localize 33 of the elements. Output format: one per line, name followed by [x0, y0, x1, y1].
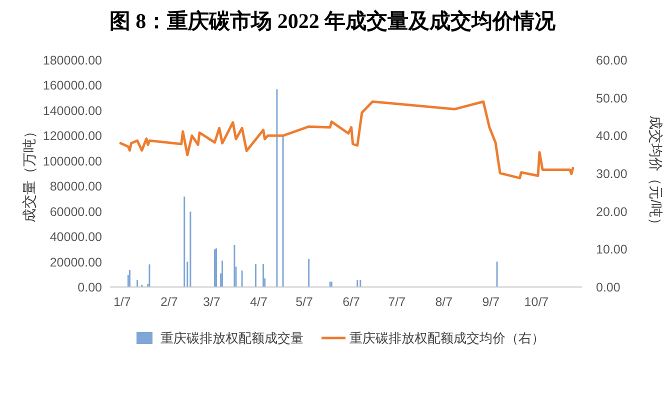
- legend-label: 重庆碳排放权配额成交量: [160, 330, 304, 346]
- line-series: [119, 100, 574, 180]
- chart-title: 图 8：重庆碳市场 2022 年成交量及成交均价情况: [109, 9, 557, 33]
- y-axis-title: 成交量（万吨）: [21, 124, 37, 222]
- y2-tick-label: 40.00: [596, 129, 628, 144]
- y-tick-label: 40000.00: [50, 230, 102, 244]
- x-tick-label: 10/7: [524, 295, 549, 309]
- x-tick-label: 9/7: [482, 295, 500, 309]
- y2-tick-label: 50.00: [596, 91, 628, 106]
- x-tick-label: 7/7: [388, 295, 406, 309]
- x-tick-label: 8/7: [435, 295, 453, 309]
- y2-tick-label: 20.00: [596, 204, 628, 219]
- y-tick-label: 180000.00: [42, 54, 102, 68]
- y2-tick-label: 0.00: [596, 280, 620, 294]
- y2-axis-title: 成交均价（元/吨）: [648, 116, 664, 232]
- x-tick-label: 3/7: [202, 295, 220, 309]
- y-tick-label: 100000.00: [42, 154, 102, 168]
- y2-tick-label: 30.00: [596, 167, 628, 181]
- y-tick-label: 140000.00: [42, 104, 102, 118]
- y-tick-label: 60000.00: [50, 204, 102, 219]
- y-tick-label: 120000.00: [42, 129, 102, 144]
- x-tick-label: 6/7: [342, 295, 360, 309]
- y2-tick-label: 10.00: [596, 242, 628, 257]
- y2-tick-label: 60.00: [596, 54, 628, 68]
- x-tick-label: 4/7: [250, 295, 268, 309]
- x-tick-label: 1/7: [113, 295, 131, 309]
- y-tick-label: 20000.00: [50, 255, 102, 270]
- x-tick-label: 2/7: [160, 295, 178, 309]
- legend-label: 重庆碳排放权配额成交均价（右）: [350, 330, 544, 346]
- y-tick-label: 0.00: [78, 280, 102, 294]
- y-tick-label: 80000.00: [50, 180, 102, 194]
- y-tick-label: 160000.00: [42, 78, 102, 93]
- x-tick-label: 5/7: [296, 295, 313, 309]
